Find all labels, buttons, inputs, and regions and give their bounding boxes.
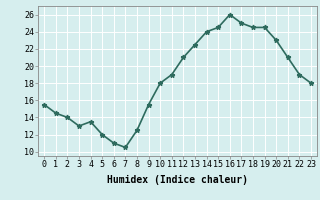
X-axis label: Humidex (Indice chaleur): Humidex (Indice chaleur): [107, 175, 248, 185]
